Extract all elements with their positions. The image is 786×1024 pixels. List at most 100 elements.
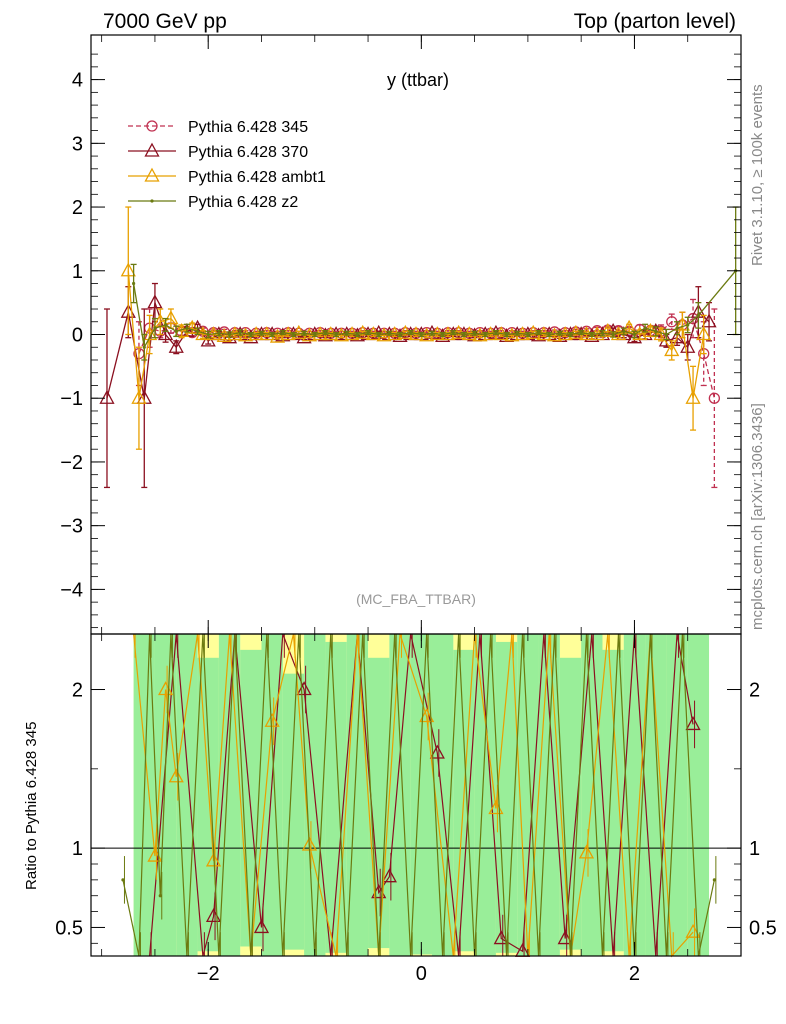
data-point [409,330,413,335]
data-point [355,332,359,337]
data-point [281,330,285,335]
data-point [536,330,541,335]
data-point [120,262,136,277]
ratio-point [168,768,184,783]
axes: −4 −3 −2 −1 0 1 2 3 4 −2 0 2 0.5 0.5 1 1 2 2 [55,35,777,985]
ratio-tick-label: 2 [72,680,83,702]
ratio-band-inner-bin [282,673,305,950]
data-point [664,342,680,357]
ratio-tick-label-right: 0.5 [749,917,777,939]
data-point [526,332,530,337]
legend-marker [144,167,160,182]
data-point [99,389,115,404]
data-point [685,389,701,404]
data-point [419,332,423,337]
data-point [680,338,696,353]
data-point [643,326,647,330]
ratio-band-inner-bin [602,649,624,952]
data-point [504,332,509,337]
header-right: Top (parton level) [574,10,736,33]
data-point [701,313,717,328]
ratio-band-inner-bin [431,634,454,956]
data-point [147,294,163,309]
data-point [157,326,174,341]
ratio-band-inner-bin [495,641,518,953]
data-point [611,332,615,337]
y-tick-label: 3 [72,133,83,155]
data-point [153,326,157,330]
legend-label: Pythia 6.428 345 [188,119,308,136]
ratio-point [264,712,280,727]
y-tick-label: −4 [60,579,83,601]
data-point [600,331,605,335]
legend-marker [144,142,160,157]
data-point [473,331,477,335]
y-tick-label: −2 [60,452,83,474]
data-point [654,329,658,333]
legend-label: Pythia 6.428 ambt1 [188,169,326,186]
ratio-point [429,744,445,759]
data-point [632,332,637,337]
data-point [206,332,210,337]
data-point [664,332,669,337]
ratio-point [253,919,270,934]
data-point [451,330,455,335]
legend-label: Pythia 6.428 z2 [188,194,298,211]
data-point [345,331,349,335]
ratio-point [578,844,595,859]
legend-entry: Pythia 6.428 ambt1 [128,167,326,186]
ratio-point [712,878,716,882]
data-point [259,331,264,335]
data-point [249,332,253,337]
ratio-point [685,716,701,731]
ratio-tick-label: 0.5 [55,917,83,939]
data-point [622,329,626,333]
ratio-point [557,930,573,945]
legend-marker [150,199,154,203]
y-tick-label: 2 [72,197,83,219]
data-point [132,281,136,286]
data-point [227,332,232,337]
y-tick-label: −1 [60,388,83,410]
data-point [626,329,643,344]
data-point [195,329,200,333]
data-point [163,310,179,325]
data-point [296,329,312,344]
data-point [302,331,306,335]
data-point [686,323,690,327]
y-tick-label: 0 [72,325,83,347]
data-point [387,331,391,335]
data-point [163,323,168,327]
data-point [184,319,200,334]
header-left: 7000 GeV pp [103,10,227,33]
ratio-band-inner-bin [474,634,496,956]
data-point [568,332,573,337]
data-point [547,332,551,337]
legend-label: Pythia 6.428 370 [188,144,308,161]
x-tick-label: 0 [416,963,427,985]
ratio-point [685,923,701,938]
ratio-point [158,894,162,898]
data-point [131,389,147,404]
ratio-point [493,930,509,945]
data-point [398,332,402,337]
data-point [435,328,451,343]
ratio-point [205,852,222,867]
legend: Pythia 6.428 345 Pythia 6.428 370 Pythia 6… [128,119,326,211]
ratio-point [381,868,397,883]
series-pythia-6.428-370 [99,282,717,489]
series-line [106,302,710,399]
ratio-point [296,681,312,696]
legend-marker [146,120,158,132]
data-point [270,332,274,337]
ratio-band-inner-bin [197,657,219,952]
legend-entry: Pythia 6.428 370 [128,142,308,161]
data-point [669,329,685,344]
y-tick-label: −3 [60,516,83,538]
data-point [142,345,146,349]
ratio-tick-label-right: 1 [749,838,760,860]
data-point [430,331,434,335]
data-point [217,331,221,335]
source-label: mcplots.cern.ch [arXiv:1306.3436] [749,403,766,630]
